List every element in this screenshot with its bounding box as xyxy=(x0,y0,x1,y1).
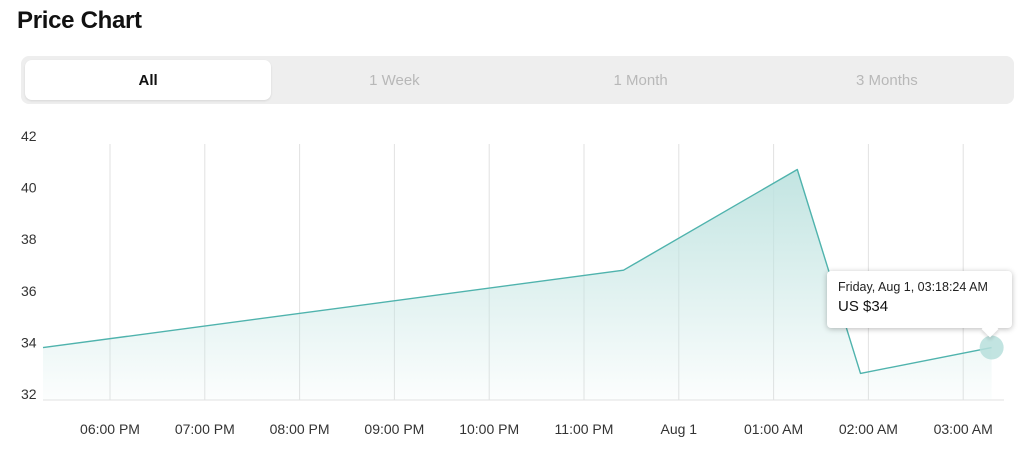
y-tick-label: 32 xyxy=(21,386,37,402)
y-tick-label: 38 xyxy=(21,231,37,247)
x-tick-label: 01:00 AM xyxy=(744,421,803,437)
y-tick-label: 34 xyxy=(21,334,37,350)
x-tick-label: 07:00 PM xyxy=(175,421,235,437)
x-tick-label: 11:00 PM xyxy=(555,421,614,437)
x-tick-label: 08:00 PM xyxy=(270,421,330,437)
x-tick-label: 10:00 PM xyxy=(459,421,519,437)
tab-1-month[interactable]: 1 Month xyxy=(613,71,668,89)
highlighted-point-marker[interactable] xyxy=(979,335,1004,360)
y-tick-label: 40 xyxy=(21,180,37,196)
x-tick-label: 06:00 PM xyxy=(80,421,140,437)
tab-1-week[interactable]: 1 Week xyxy=(369,71,420,89)
tab-3-months[interactable]: 3 Months xyxy=(856,71,918,89)
time-range-selector: All 1 Week 1 Month 3 Months xyxy=(21,56,1014,104)
x-tick-label: 02:00 AM xyxy=(839,421,898,437)
y-tick-label: 36 xyxy=(21,283,37,299)
price-chart[interactable]: 32 34 36 38 40 42 06:00 PM 07:00 PM 08:00 PM 09:0… xyxy=(0,120,1024,458)
x-tick-label: 09:00 PM xyxy=(364,421,424,437)
tooltip-price: US $34 xyxy=(838,298,889,315)
y-tick-label: 42 xyxy=(21,128,37,144)
x-tick-label: Aug 1 xyxy=(661,421,698,437)
tab-all[interactable]: All xyxy=(25,60,272,100)
page-title: Price Chart xyxy=(17,7,142,34)
price-tooltip: Friday, Aug 1, 03:18:24 AM US $34 xyxy=(827,271,1012,328)
tooltip-date: Friday, Aug 1, 03:18:24 AM xyxy=(838,280,988,294)
price-line xyxy=(42,168,992,375)
x-tick-label: 03:00 AM xyxy=(934,421,993,437)
